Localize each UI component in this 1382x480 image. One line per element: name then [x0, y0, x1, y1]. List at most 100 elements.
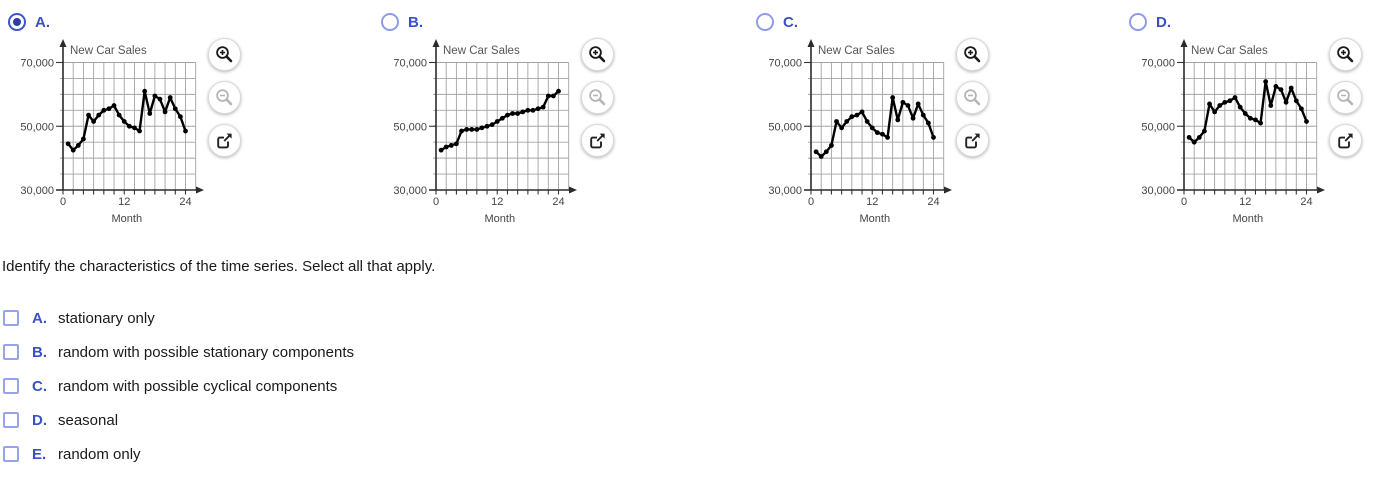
svg-text:Month: Month — [1233, 213, 1264, 225]
svg-text:12: 12 — [866, 196, 878, 208]
choice-a-checkbox[interactable] — [3, 310, 19, 326]
choice-e-checkbox[interactable] — [3, 446, 19, 462]
svg-text:70,000: 70,000 — [1141, 58, 1175, 70]
option-b-header[interactable]: B. — [381, 8, 625, 32]
svg-text:70,000: 70,000 — [393, 58, 427, 70]
svg-text:New Car Sales: New Car Sales — [1191, 45, 1268, 57]
option-d-chart-row: 70,000 50,000 30,000 New Car Sales 0 12 24 Mont… — [1121, 38, 1373, 230]
option-a-chart-toolbar — [208, 38, 241, 230]
magnifier-plus-icon — [589, 46, 606, 63]
choice-b-checkbox[interactable] — [3, 344, 19, 360]
choice-d-text: seasonal — [58, 411, 119, 429]
option-c-chart: 70,000 50,000 30,000 New Car Sales 0 12 24 Mont… — [768, 39, 952, 225]
answer-options-row: A. 70,000 50,000 30,000 New Car Sales 0 12 24 M… — [0, 0, 1382, 232]
option-b-radio[interactable] — [381, 13, 399, 31]
zoom-out-button[interactable] — [1329, 81, 1362, 114]
zoom-out-button[interactable] — [208, 81, 241, 114]
svg-text:12: 12 — [491, 196, 503, 208]
magnifier-minus-icon — [589, 89, 606, 106]
choice-row-c[interactable]: C. random with possible cyclical compone… — [0, 376, 1382, 396]
option-d-header[interactable]: D. — [1129, 8, 1373, 32]
svg-text:30,000: 30,000 — [1141, 185, 1175, 197]
option-c-radio[interactable] — [756, 13, 774, 31]
magnifier-plus-icon — [1337, 46, 1354, 63]
option-b-chart-toolbar — [581, 38, 614, 230]
svg-text:New Car Sales: New Car Sales — [818, 45, 895, 57]
svg-text:50,000: 50,000 — [20, 121, 54, 133]
zoom-out-button[interactable] — [956, 81, 989, 114]
choice-d-letter: D. — [32, 411, 47, 429]
open-external-button[interactable] — [1329, 124, 1362, 157]
choice-row-e[interactable]: E. random only — [0, 444, 1382, 464]
svg-text:0: 0 — [60, 196, 66, 208]
option-d-chart: 70,000 50,000 30,000 New Car Sales 0 12 24 Mont… — [1141, 39, 1325, 225]
choice-e-text: random only — [58, 445, 141, 463]
zoom-in-button[interactable] — [208, 38, 241, 71]
option-c-header[interactable]: C. — [756, 8, 1000, 32]
question-text: Identify the characteristics of the time… — [2, 258, 436, 275]
svg-text:0: 0 — [1181, 196, 1187, 208]
option-d-label: D. — [1156, 13, 1171, 31]
choice-b-text: random with possible stationary componen… — [58, 343, 354, 361]
magnifier-minus-icon — [1337, 89, 1354, 106]
option-d-chart-toolbar — [1329, 38, 1362, 230]
option-group-d: D. 70,000 50,000 30,000 New Car Sales 0 12 24 M… — [1121, 8, 1373, 230]
choice-c-text: random with possible cyclical components — [58, 377, 338, 395]
svg-text:12: 12 — [118, 196, 130, 208]
magnifier-plus-icon — [216, 46, 233, 63]
svg-text:50,000: 50,000 — [393, 121, 427, 133]
option-d-radio[interactable] — [1129, 13, 1147, 31]
option-b-chart: 70,000 50,000 30,000 New Car Sales 0 12 24 Mont… — [393, 39, 577, 225]
choice-a-letter: A. — [32, 309, 47, 327]
zoom-in-button[interactable] — [581, 38, 614, 71]
choice-c-letter: C. — [32, 377, 47, 395]
choices-list: A. stationary only B. random with possib… — [0, 308, 1382, 464]
option-c-chart-row: 70,000 50,000 30,000 New Car Sales 0 12 24 Mont… — [748, 38, 1000, 230]
option-group-b: B. 70,000 50,000 30,000 New Car Sales 0 12 24 M… — [373, 8, 625, 230]
option-b-chart-row: 70,000 50,000 30,000 New Car Sales 0 12 24 Mont… — [373, 38, 625, 230]
svg-text:New Car Sales: New Car Sales — [443, 45, 520, 57]
svg-text:New Car Sales: New Car Sales — [70, 45, 147, 57]
svg-text:70,000: 70,000 — [768, 58, 802, 70]
option-c-chart-toolbar — [956, 38, 989, 230]
option-a-label: A. — [35, 13, 50, 31]
open-external-icon — [965, 133, 980, 149]
option-group-c: C. 70,000 50,000 30,000 New Car Sales 0 12 24 M… — [748, 8, 1000, 230]
open-external-button[interactable] — [581, 124, 614, 157]
option-a-chart-row: 70,000 50,000 30,000 New Car Sales 0 12 24 Mont… — [0, 38, 252, 230]
open-external-button[interactable] — [956, 124, 989, 157]
magnifier-plus-icon — [964, 46, 981, 63]
open-external-icon — [217, 133, 232, 149]
svg-text:70,000: 70,000 — [20, 58, 54, 70]
svg-text:24: 24 — [927, 196, 939, 208]
choice-c-checkbox[interactable] — [3, 378, 19, 394]
option-a-header[interactable]: A. — [8, 8, 252, 32]
svg-text:30,000: 30,000 — [393, 185, 427, 197]
svg-text:12: 12 — [1239, 196, 1251, 208]
open-external-icon — [590, 133, 605, 149]
choice-row-a[interactable]: A. stationary only — [0, 308, 1382, 328]
svg-text:Month: Month — [112, 213, 143, 225]
choice-row-b[interactable]: B. random with possible stationary compo… — [0, 342, 1382, 362]
option-group-a: A. 70,000 50,000 30,000 New Car Sales 0 12 24 M… — [0, 8, 252, 230]
svg-text:50,000: 50,000 — [1141, 121, 1175, 133]
option-a-radio[interactable] — [8, 13, 26, 31]
choice-b-letter: B. — [32, 343, 47, 361]
choice-row-d[interactable]: D. seasonal — [0, 410, 1382, 430]
magnifier-minus-icon — [216, 89, 233, 106]
zoom-in-button[interactable] — [956, 38, 989, 71]
zoom-out-button[interactable] — [581, 81, 614, 114]
open-external-button[interactable] — [208, 124, 241, 157]
magnifier-minus-icon — [964, 89, 981, 106]
svg-text:Month: Month — [485, 213, 516, 225]
svg-text:0: 0 — [433, 196, 439, 208]
svg-text:30,000: 30,000 — [768, 185, 802, 197]
svg-text:24: 24 — [552, 196, 564, 208]
zoom-in-button[interactable] — [1329, 38, 1362, 71]
option-b-label: B. — [408, 13, 423, 31]
open-external-icon — [1338, 133, 1353, 149]
svg-text:24: 24 — [179, 196, 191, 208]
svg-text:0: 0 — [808, 196, 814, 208]
choice-d-checkbox[interactable] — [3, 412, 19, 428]
svg-text:30,000: 30,000 — [20, 185, 54, 197]
